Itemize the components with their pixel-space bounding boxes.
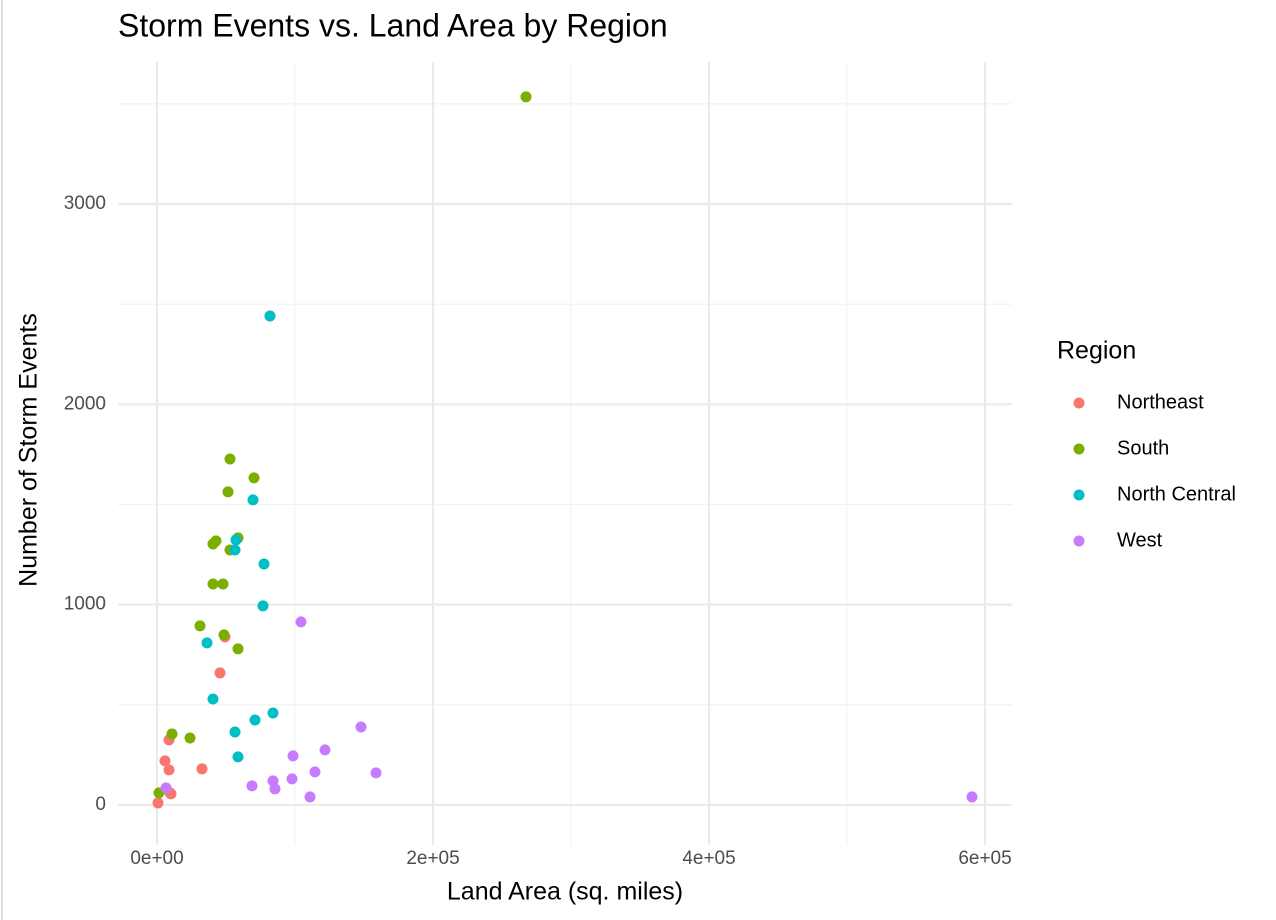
grid (118, 62, 1012, 845)
point (194, 620, 206, 632)
x-axis-title: Land Area (sq. miles) (447, 878, 683, 906)
point (229, 544, 241, 556)
point (201, 637, 213, 649)
point (355, 721, 367, 733)
legend-label: Northeast (1117, 391, 1204, 413)
point (184, 732, 196, 744)
point (207, 578, 219, 590)
x-tick-label: 0e+00 (130, 848, 183, 869)
point (214, 667, 226, 679)
point (160, 782, 172, 794)
point (304, 791, 316, 803)
y-tick-label: 1000 (64, 594, 106, 615)
points (152, 91, 978, 809)
point (232, 751, 244, 763)
point (257, 600, 269, 612)
point (249, 714, 261, 726)
point (196, 763, 208, 775)
y-tick-label: 3000 (64, 193, 106, 214)
point (232, 643, 244, 655)
legend-marker (1073, 443, 1085, 455)
point (295, 616, 307, 628)
legend-marker (1073, 489, 1085, 501)
point (222, 486, 234, 498)
chart-title: Storm Events vs. Land Area by Region (118, 7, 668, 43)
point (218, 629, 230, 641)
point (163, 764, 175, 776)
point (247, 494, 259, 506)
x-tick-label: 4e+05 (682, 848, 735, 869)
x-tick-label: 6e+05 (958, 848, 1011, 869)
point (230, 534, 242, 546)
legend-title: Region (1057, 337, 1136, 365)
point (269, 783, 281, 795)
legend-label: West (1117, 529, 1163, 551)
point (229, 726, 241, 738)
legend-marker (1073, 535, 1085, 547)
point (520, 91, 532, 103)
legend-marker (1073, 397, 1085, 409)
x-tick-label: 2e+05 (406, 848, 459, 869)
point (286, 773, 298, 785)
point (370, 767, 382, 779)
point (217, 578, 229, 590)
point (246, 780, 258, 792)
point (166, 728, 178, 740)
point (319, 744, 331, 756)
point (224, 453, 236, 465)
legend-label: North Central (1117, 483, 1236, 505)
point (264, 310, 276, 322)
point (248, 472, 260, 484)
point (309, 766, 321, 778)
point (210, 535, 222, 547)
point (207, 693, 219, 705)
y-tick-label: 0 (95, 794, 106, 815)
point (267, 707, 279, 719)
y-axis-title: Number of Storm Events (15, 313, 43, 587)
y-tick-label: 2000 (64, 393, 106, 414)
point (152, 797, 164, 809)
legend: Region Northeast South North Central West (1057, 337, 1236, 552)
legend-label: South (1117, 437, 1169, 459)
point (966, 791, 978, 803)
point (287, 750, 299, 762)
point (159, 755, 171, 767)
point (258, 558, 270, 570)
